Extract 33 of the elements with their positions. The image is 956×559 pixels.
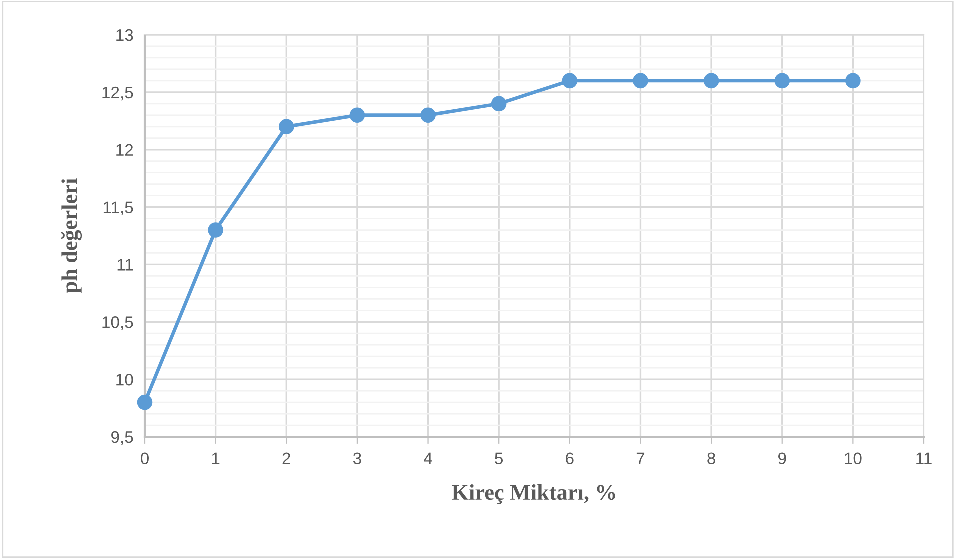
- point: [562, 73, 578, 89]
- y-tick-label: 12: [116, 144, 134, 156]
- y-tick-label: 11: [118, 259, 134, 271]
- point: [420, 108, 436, 124]
- y-tick-label: 10,5: [102, 316, 134, 330]
- x-tick-label: 3: [353, 452, 362, 465]
- y-tick-label: 9,5: [112, 431, 134, 446]
- y-tick-label: 12,5: [102, 86, 134, 101]
- x-tick-label: 4: [424, 452, 432, 464]
- y-tick-label: 11,5: [104, 202, 134, 216]
- point: [208, 222, 224, 238]
- y-tick-label: 10: [116, 374, 134, 386]
- y-tick-label: 13: [116, 29, 134, 42]
- x-tick-label: 11: [916, 452, 932, 464]
- point: [491, 96, 507, 112]
- x-tick-label: 7: [636, 452, 645, 464]
- point: [704, 73, 720, 89]
- point: [633, 73, 648, 89]
- point: [278, 119, 294, 135]
- x-tick-label: 6: [566, 452, 574, 465]
- point: [846, 73, 861, 89]
- point: [350, 108, 366, 124]
- x-tick-label: 10: [845, 452, 862, 465]
- x-tick-label: 9: [778, 452, 786, 465]
- x-tick-label: 1: [212, 452, 220, 464]
- x-tick-label: 5: [495, 452, 504, 465]
- x-tick-label: 2: [282, 452, 290, 464]
- x-axis-title: Kireç Miktarı, %: [452, 484, 616, 504]
- point: [774, 73, 790, 89]
- x-tick-label: 0: [141, 452, 149, 465]
- x-tick-label: 8: [708, 452, 716, 465]
- point: [137, 394, 153, 410]
- y-axis-title: ph değerleri: [61, 178, 82, 294]
